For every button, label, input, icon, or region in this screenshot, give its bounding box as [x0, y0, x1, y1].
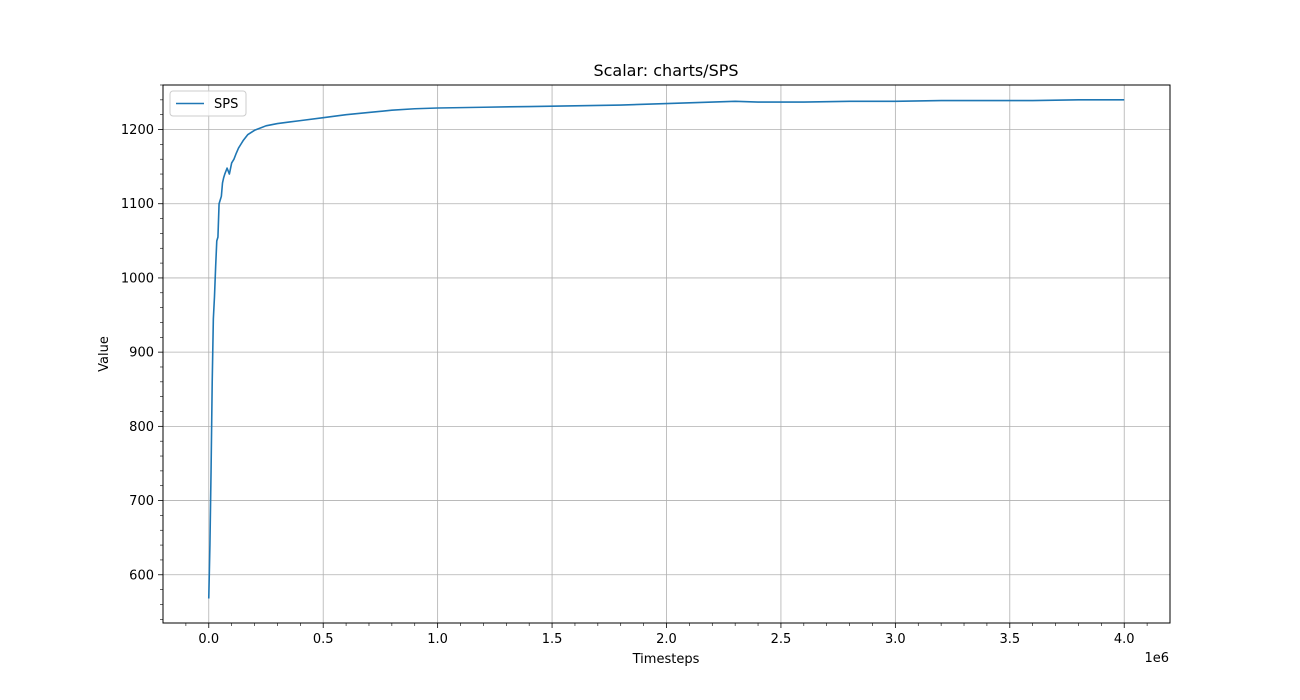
x-tick-label: 3.0 [885, 632, 906, 647]
y-tick-label: 700 [129, 494, 154, 509]
chart-title: Scalar: charts/SPS [593, 61, 738, 80]
y-axis: 600 700 800 900 1000 1100 1200 [121, 84, 163, 620]
x-tick-label: 0.0 [198, 632, 219, 647]
x-tick-label: 2.5 [771, 632, 792, 647]
legend-label-sps: SPS [214, 97, 238, 112]
x-axis-offset-label: 1e6 [1144, 651, 1169, 666]
y-tick-label: 1100 [121, 197, 154, 212]
series-line-sps [207, 99, 1125, 599]
x-tick-label: 4.0 [1114, 632, 1135, 647]
x-tick-label: 0.5 [313, 632, 334, 647]
y-tick-label: 1200 [121, 123, 154, 138]
x-tick-label: 1.0 [427, 632, 448, 647]
x-tick-label: 1.5 [542, 632, 563, 647]
grid [163, 85, 1170, 623]
legend: SPS [169, 90, 247, 117]
y-tick-label: 900 [129, 346, 154, 361]
y-tick-label: 800 [129, 420, 154, 435]
y-tick-label: 1000 [121, 271, 154, 286]
y-axis-label: Value [97, 336, 112, 372]
x-axis: 0.0 0.5 1.0 1.5 2.0 2.5 3.0 3.5 4.0 [185, 623, 1148, 647]
x-tick-label: 2.0 [656, 632, 677, 647]
y-tick-label: 600 [129, 568, 154, 583]
series-group [207, 99, 1125, 599]
legend-box [169, 90, 247, 117]
x-tick-label: 3.5 [999, 632, 1020, 647]
x-axis-label: Timesteps [632, 652, 700, 667]
